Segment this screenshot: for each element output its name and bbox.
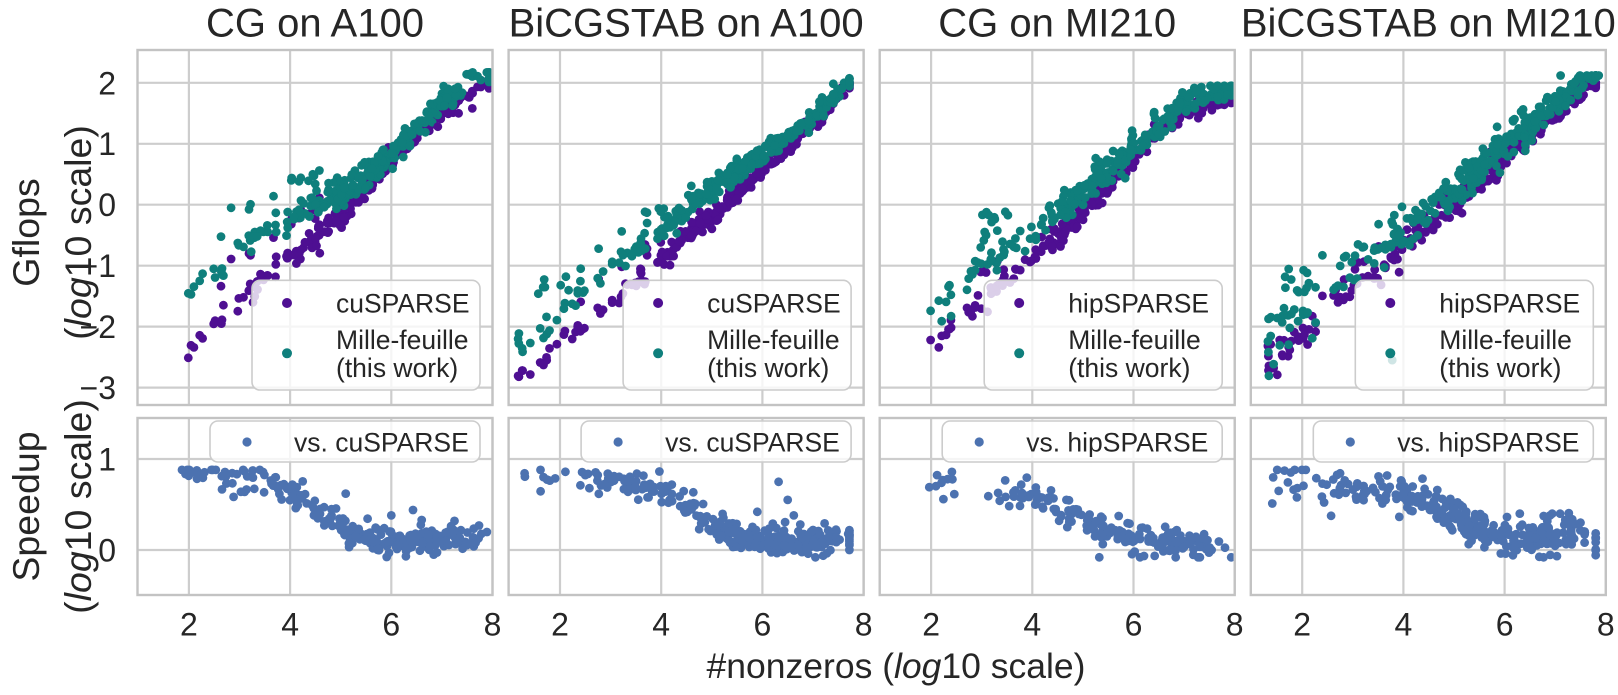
svg-text:hipSPARSE: hipSPARSE [1068, 289, 1209, 319]
svg-text:cuSPARSE: cuSPARSE [336, 289, 470, 319]
svg-text:0: 0 [98, 187, 116, 223]
svg-text:4: 4 [1395, 607, 1413, 643]
svg-text:vs. hipSPARSE: vs. hipSPARSE [1026, 428, 1208, 458]
svg-text:Mille-feuille: Mille-feuille [336, 325, 469, 355]
svg-text:4: 4 [1023, 607, 1041, 643]
svg-text:(this work): (this work) [336, 353, 458, 383]
svg-text:−3: −3 [80, 370, 116, 406]
svg-text:8: 8 [855, 607, 873, 643]
svg-text:4: 4 [652, 607, 670, 643]
svg-text:(log10 scale): (log10 scale) [57, 125, 99, 340]
svg-text:vs. hipSPARSE: vs. hipSPARSE [1397, 428, 1579, 458]
svg-text:−1: −1 [80, 248, 116, 284]
svg-text:#nonzeros (log10 scale): #nonzeros (log10 scale) [707, 646, 1086, 686]
svg-text:6: 6 [1125, 607, 1143, 643]
svg-text:hipSPARSE: hipSPARSE [1439, 289, 1580, 319]
svg-text:6: 6 [1496, 607, 1514, 643]
svg-text:6: 6 [382, 607, 400, 643]
svg-text:Mille-feuille: Mille-feuille [1068, 325, 1201, 355]
svg-text:cuSPARSE: cuSPARSE [707, 289, 841, 319]
svg-text:Mille-feuille: Mille-feuille [707, 325, 840, 355]
svg-text:(this work): (this work) [1439, 353, 1561, 383]
svg-text:vs. cuSPARSE: vs. cuSPARSE [294, 428, 469, 458]
svg-text:2: 2 [922, 607, 940, 643]
svg-text:2: 2 [98, 65, 116, 101]
svg-text:(this work): (this work) [707, 353, 829, 383]
svg-text:(log10 scale): (log10 scale) [57, 399, 99, 614]
svg-text:1: 1 [98, 442, 116, 478]
svg-text:Gflops: Gflops [5, 178, 47, 286]
svg-text:2: 2 [1293, 607, 1311, 643]
svg-text:CG on A100: CG on A100 [206, 2, 424, 46]
svg-text:Speedup: Speedup [5, 431, 47, 581]
svg-text:6: 6 [754, 607, 772, 643]
svg-text:−2: −2 [80, 309, 116, 345]
svg-text:BiCGSTAB on A100: BiCGSTAB on A100 [509, 2, 864, 46]
svg-text:8: 8 [484, 607, 502, 643]
svg-text:CG on MI210: CG on MI210 [938, 2, 1176, 46]
svg-text:vs. cuSPARSE: vs. cuSPARSE [665, 428, 840, 458]
svg-text:8: 8 [1597, 607, 1615, 643]
svg-text:1: 1 [98, 126, 116, 162]
svg-text:2: 2 [551, 607, 569, 643]
svg-text:Mille-feuille: Mille-feuille [1439, 325, 1572, 355]
svg-text:4: 4 [281, 607, 299, 643]
svg-text:BiCGSTAB on MI210: BiCGSTAB on MI210 [1241, 2, 1616, 46]
svg-text:2: 2 [180, 607, 198, 643]
svg-text:8: 8 [1226, 607, 1244, 643]
svg-text:0: 0 [98, 533, 116, 569]
svg-text:(this work): (this work) [1068, 353, 1190, 383]
